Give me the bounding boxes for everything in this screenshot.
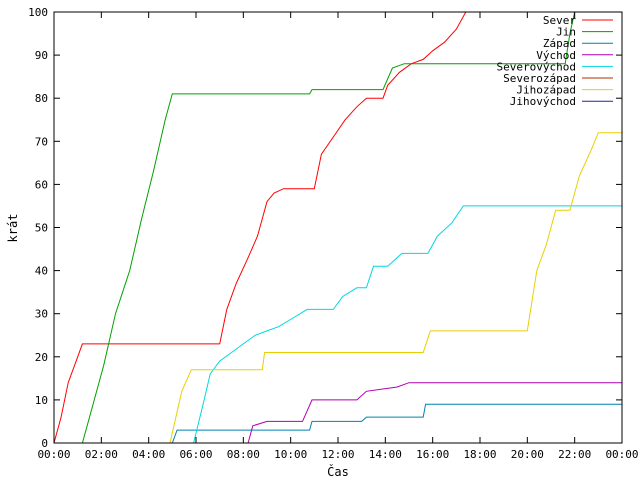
series-line-jihozapad <box>54 132 622 444</box>
x-tick-label: 04:00 <box>132 448 165 461</box>
x-tick-label: 02:00 <box>85 448 118 461</box>
x-tick-label: 14:00 <box>369 448 402 461</box>
series-line-sever <box>53 11 467 444</box>
series-line-vychod <box>54 382 622 444</box>
y-tick-label: 30 <box>35 308 48 321</box>
legend-label: Západ <box>543 37 576 50</box>
series-line-zapad <box>54 403 622 444</box>
y-tick-label: 70 <box>35 135 48 148</box>
legend-label: Jihovýchod <box>510 95 576 108</box>
series-line-severovychod <box>54 205 622 444</box>
x-tick-label: 00:00 <box>37 448 70 461</box>
y-axis-label: krát <box>6 214 20 243</box>
legend-label: Sever <box>543 14 576 27</box>
legend-label: Jin <box>556 26 576 39</box>
legend-label: Východ <box>536 49 576 62</box>
y-tick-label: 10 <box>35 394 48 407</box>
y-tick-label: 20 <box>35 351 48 364</box>
y-tick-label: 90 <box>35 49 48 62</box>
legend-label: Jihozápad <box>516 84 576 97</box>
legend-label: Severovýchod <box>497 60 576 73</box>
series-layer <box>53 11 622 444</box>
ticks-layer: 0 10 20 30 40 50 60 70 80 90 100 00:00 02:00 04:00 06:… <box>28 6 638 461</box>
x-tick-label: 10:00 <box>274 448 307 461</box>
y-tick-label: 0 <box>41 437 48 450</box>
x-tick-label: 00:00 <box>605 448 638 461</box>
y-tick-label: 80 <box>35 92 48 105</box>
x-axis-label: Čas <box>327 464 349 479</box>
y-tick-label: 40 <box>35 265 48 278</box>
x-tick-label: 22:00 <box>558 448 591 461</box>
y-tick-label: 60 <box>35 178 48 191</box>
legend-label: Severozápad <box>503 72 576 85</box>
legend: SeverJinZápadVýchodSeverovýchodSeverozáp… <box>497 14 613 108</box>
series-line-jin <box>54 11 576 444</box>
y-tick-label: 50 <box>35 222 48 235</box>
x-tick-label: 12:00 <box>321 448 354 461</box>
y-tick-label: 100 <box>28 6 48 19</box>
x-tick-label: 16:00 <box>416 448 449 461</box>
x-tick-label: 18:00 <box>463 448 496 461</box>
x-tick-label: 08:00 <box>227 448 260 461</box>
x-tick-label: 06:00 <box>179 448 212 461</box>
x-tick-label: 20:00 <box>511 448 544 461</box>
